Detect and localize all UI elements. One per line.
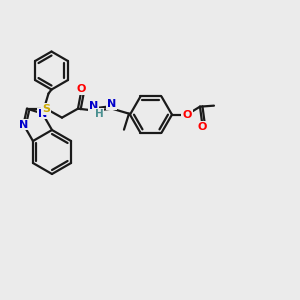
Text: O: O	[76, 84, 86, 94]
Text: O: O	[182, 110, 192, 120]
Text: N: N	[38, 109, 47, 118]
Text: N: N	[89, 101, 99, 111]
Text: H: H	[94, 109, 103, 119]
Text: N: N	[107, 99, 117, 109]
Text: O: O	[197, 122, 207, 132]
Text: S: S	[42, 104, 50, 114]
Text: N: N	[19, 119, 28, 130]
